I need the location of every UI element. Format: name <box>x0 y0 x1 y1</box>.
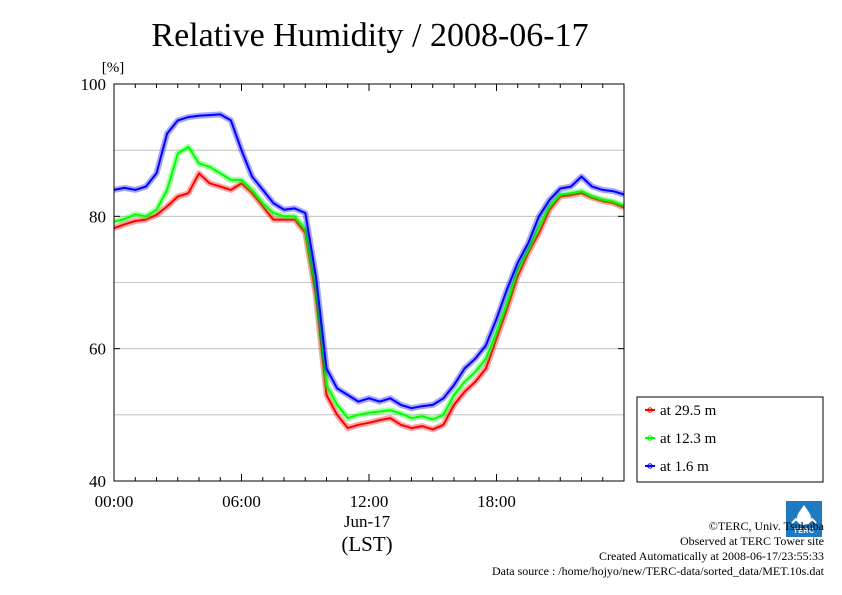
series-line-2 <box>113 113 625 410</box>
x-axis-timezone-label: (LST) <box>341 532 392 556</box>
copyright-credit: ©TERC, Univ. Tsukuba <box>708 519 824 533</box>
series-layer <box>112 111 626 433</box>
x-tick-label: 18:00 <box>477 492 516 511</box>
terc-logo <box>786 501 822 537</box>
x-tick-label: 12:00 <box>350 492 389 511</box>
legend-label: at 1.6 m <box>660 459 709 475</box>
y-axis-unit-label: [%] <box>102 60 125 76</box>
legend-box <box>636 396 824 483</box>
y-tick-label: 80 <box>89 207 106 226</box>
x-axis-date-label: Jun-17 <box>344 512 391 531</box>
x-tick-label: 06:00 <box>222 492 261 511</box>
series-line-1 <box>113 145 625 421</box>
legend-label: at 12.3 m <box>660 431 717 447</box>
terc-logo-text: TERC <box>793 528 815 535</box>
data-source-path: Data source : /home/hojyo/new/TERC-data/… <box>491 564 824 578</box>
y-tick-label: 100 <box>81 75 107 94</box>
observation-site: Observed at TERC Tower site <box>679 534 824 548</box>
chart-title: Relative Humidity / 2008-06-17 <box>151 17 588 54</box>
legend-marker <box>647 407 653 413</box>
legend-marker <box>647 435 653 441</box>
y-tick-label: 60 <box>89 340 106 359</box>
series-band-2 <box>113 111 625 412</box>
created-timestamp: Created Automatically at 2008-06-17/23:5… <box>599 549 824 563</box>
y-tick-label: 40 <box>89 472 106 491</box>
x-tick-label: 00:00 <box>95 492 134 511</box>
legend: at 29.5 m at 12.3 m at 1.6 m <box>636 396 824 483</box>
legend-label: at 29.5 m <box>660 403 717 419</box>
axis-ticks: 40 60 80 100 00:00 06:00 12:00 18:00 <box>81 75 625 511</box>
series-line-0 <box>113 172 625 431</box>
legend-marker <box>647 463 653 469</box>
